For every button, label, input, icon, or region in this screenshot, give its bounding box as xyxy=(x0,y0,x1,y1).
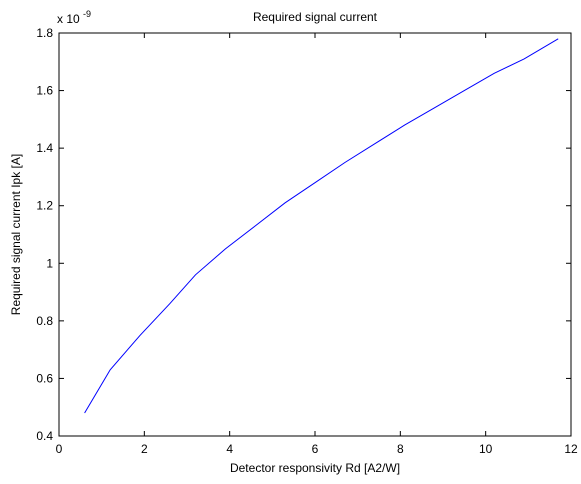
plot-area xyxy=(59,33,571,436)
chart-title: Required signal current xyxy=(253,10,378,24)
y-axis: 0.4 0.6 0.8 1 1.2 1.4 1.6 1.8 xyxy=(36,26,571,443)
y-tick-label: 0.4 xyxy=(36,429,53,443)
series-line xyxy=(84,38,559,414)
x-tick-label: 12 xyxy=(564,442,578,456)
x-axis-label: Detector responsivity Rd [A2/W] xyxy=(230,461,400,475)
y-exponent-base: x 10 xyxy=(57,12,80,26)
y-axis-exponent: x 10 -9 xyxy=(57,9,91,26)
y-axis-label: Required signal current Ipk [A] xyxy=(9,154,23,315)
y-exponent-power: -9 xyxy=(83,9,91,19)
y-tick-label: 1 xyxy=(46,256,53,270)
y-tick-label: 1.8 xyxy=(36,26,53,40)
x-tick-label: 6 xyxy=(312,442,319,456)
y-tick-label: 1.4 xyxy=(36,141,53,155)
x-tick-label: 4 xyxy=(226,442,233,456)
x-axis: 0 2 4 6 8 10 12 xyxy=(56,33,578,456)
y-tick-label: 1.2 xyxy=(36,199,53,213)
x-tick-label: 10 xyxy=(479,442,493,456)
series-layer xyxy=(84,38,559,414)
y-tick-label: 0.8 xyxy=(36,314,53,328)
x-tick-label: 0 xyxy=(56,442,63,456)
x-tick-label: 2 xyxy=(141,442,148,456)
y-tick-label: 0.6 xyxy=(36,371,53,385)
y-tick-label: 1.6 xyxy=(36,84,53,98)
x-tick-label: 8 xyxy=(397,442,404,456)
